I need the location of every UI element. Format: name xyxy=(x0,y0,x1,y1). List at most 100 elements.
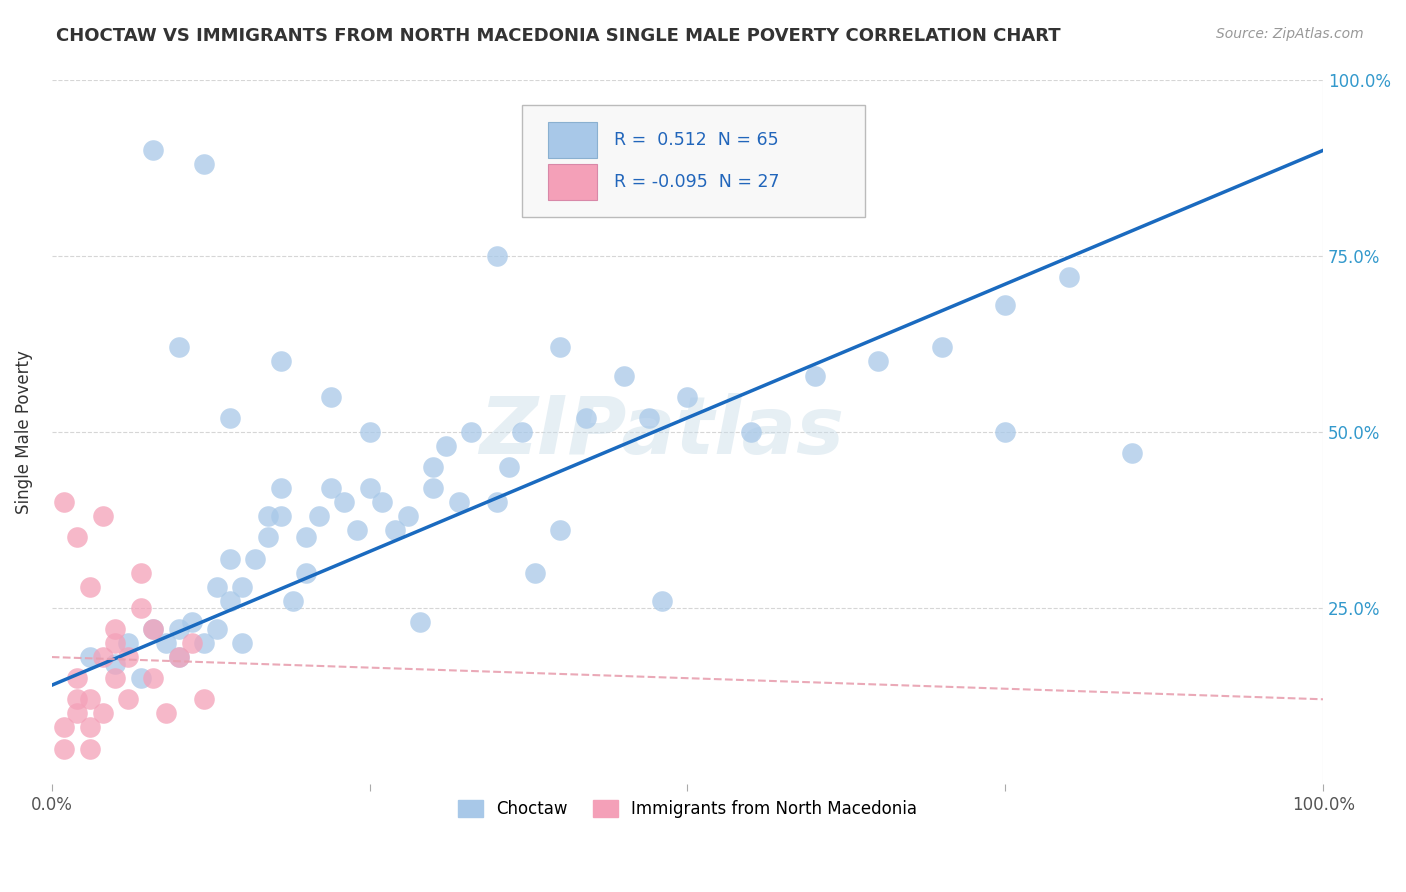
Point xyxy=(117,636,139,650)
Point xyxy=(321,481,343,495)
Point xyxy=(868,354,890,368)
Point xyxy=(91,509,114,524)
Point xyxy=(142,622,165,636)
Point xyxy=(155,636,177,650)
Point xyxy=(333,495,356,509)
Point xyxy=(1057,270,1080,285)
Point xyxy=(66,530,89,544)
Point xyxy=(167,650,190,665)
Point xyxy=(205,580,228,594)
Point xyxy=(66,671,89,685)
Point xyxy=(53,721,76,735)
Point xyxy=(243,551,266,566)
Point xyxy=(104,657,127,672)
Point xyxy=(129,671,152,685)
Point xyxy=(308,509,330,524)
Point xyxy=(270,509,292,524)
Point xyxy=(180,615,202,629)
FancyBboxPatch shape xyxy=(547,164,598,201)
Point xyxy=(79,721,101,735)
Point xyxy=(447,495,470,509)
Point xyxy=(994,425,1017,439)
Point xyxy=(460,425,482,439)
Point xyxy=(359,481,381,495)
Text: Source: ZipAtlas.com: Source: ZipAtlas.com xyxy=(1216,27,1364,41)
Text: R =  0.512  N = 65: R = 0.512 N = 65 xyxy=(613,131,779,149)
Point xyxy=(346,524,368,538)
Point xyxy=(218,410,240,425)
Point xyxy=(676,390,699,404)
Point xyxy=(651,593,673,607)
Point xyxy=(91,706,114,721)
Point xyxy=(1121,446,1143,460)
Point xyxy=(384,524,406,538)
Point xyxy=(218,593,240,607)
Point xyxy=(550,340,572,354)
Point xyxy=(193,636,215,650)
Point xyxy=(79,650,101,665)
Point xyxy=(79,692,101,706)
Point xyxy=(434,439,457,453)
Point xyxy=(104,622,127,636)
Point xyxy=(155,706,177,721)
Point xyxy=(66,692,89,706)
FancyBboxPatch shape xyxy=(547,121,598,158)
Point xyxy=(104,671,127,685)
Point xyxy=(510,425,533,439)
Point xyxy=(231,580,253,594)
Point xyxy=(193,692,215,706)
Point xyxy=(613,368,636,383)
Point xyxy=(485,495,508,509)
Text: ZIPatlas: ZIPatlas xyxy=(479,392,845,471)
Point xyxy=(803,368,825,383)
Point xyxy=(53,741,76,756)
FancyBboxPatch shape xyxy=(522,104,866,218)
Point xyxy=(295,530,318,544)
Point xyxy=(79,580,101,594)
Point xyxy=(270,481,292,495)
Point xyxy=(295,566,318,580)
Point xyxy=(231,636,253,650)
Point xyxy=(931,340,953,354)
Point xyxy=(91,650,114,665)
Point xyxy=(66,706,89,721)
Point xyxy=(396,509,419,524)
Point xyxy=(205,622,228,636)
Point xyxy=(638,410,661,425)
Point xyxy=(575,410,598,425)
Point xyxy=(218,551,240,566)
Point xyxy=(142,144,165,158)
Point xyxy=(523,566,546,580)
Point xyxy=(257,509,280,524)
Point xyxy=(422,481,444,495)
Point xyxy=(117,650,139,665)
Point xyxy=(270,354,292,368)
Point xyxy=(167,622,190,636)
Point xyxy=(359,425,381,439)
Point xyxy=(740,425,762,439)
Point xyxy=(167,340,190,354)
Point xyxy=(167,650,190,665)
Point xyxy=(498,460,520,475)
Y-axis label: Single Male Poverty: Single Male Poverty xyxy=(15,350,32,514)
Point xyxy=(117,692,139,706)
Text: R = -0.095  N = 27: R = -0.095 N = 27 xyxy=(613,173,779,191)
Point xyxy=(193,157,215,171)
Point xyxy=(53,495,76,509)
Point xyxy=(79,741,101,756)
Point xyxy=(409,615,432,629)
Point xyxy=(142,622,165,636)
Point xyxy=(283,593,305,607)
Point xyxy=(180,636,202,650)
Text: CHOCTAW VS IMMIGRANTS FROM NORTH MACEDONIA SINGLE MALE POVERTY CORRELATION CHART: CHOCTAW VS IMMIGRANTS FROM NORTH MACEDON… xyxy=(56,27,1062,45)
Legend: Choctaw, Immigrants from North Macedonia: Choctaw, Immigrants from North Macedonia xyxy=(451,793,924,825)
Point xyxy=(257,530,280,544)
Point xyxy=(104,636,127,650)
Point xyxy=(371,495,394,509)
Point xyxy=(994,298,1017,312)
Point xyxy=(321,390,343,404)
Point xyxy=(129,566,152,580)
Point xyxy=(485,249,508,263)
Point xyxy=(142,671,165,685)
Point xyxy=(422,460,444,475)
